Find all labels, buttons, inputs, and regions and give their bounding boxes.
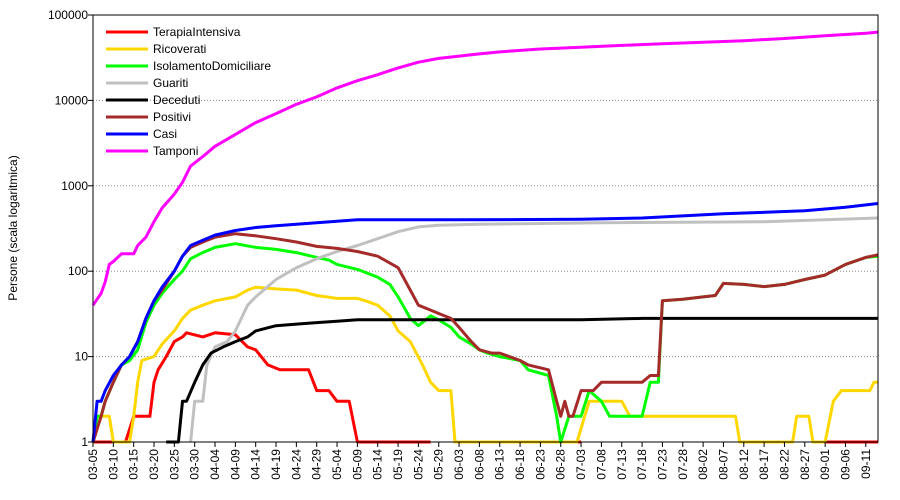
x-tick-label: 06-23: [533, 449, 547, 480]
y-tick-layer: 1 10 100 1000 10000 100000: [48, 8, 93, 449]
series-line-deceduti: [166, 316, 878, 444]
legend-label: Positivi: [153, 110, 191, 124]
x-tick-label: 07-23: [655, 449, 669, 480]
x-tick-label: 07-18: [635, 449, 649, 480]
x-tick-label: 04-14: [249, 449, 263, 480]
x-tick-label: 05-09: [350, 449, 364, 480]
x-tick-label: 05-29: [432, 449, 446, 480]
x-tick-label: 06-08: [472, 449, 486, 480]
x-tick-label: 06-18: [513, 449, 527, 480]
y-tick-label: 1: [81, 435, 88, 449]
x-tick-label: 06-13: [493, 449, 507, 480]
x-tick-label: 08-12: [737, 449, 751, 480]
x-tick-label: 09-11: [859, 449, 873, 479]
legend-label: Ricoverati: [153, 42, 206, 56]
x-tick-label: 06-03: [452, 449, 466, 480]
x-tick-label: 04-09: [228, 449, 242, 480]
series-line-casi: [91, 202, 879, 443]
x-tick-label: 07-03: [574, 449, 588, 480]
y-tick-label: 100000: [48, 8, 88, 22]
x-tick-label: 04-29: [310, 449, 324, 480]
y-tick-label: 10000: [55, 93, 89, 107]
series-line-guariti: [189, 216, 879, 443]
x-tick-label: 03-30: [188, 449, 202, 480]
x-tick-label: 03-10: [106, 449, 120, 480]
y-tick-label: 10: [75, 350, 89, 364]
x-tick-label: 04-24: [289, 449, 303, 480]
x-tick-label: 05-24: [411, 449, 425, 480]
legend-label: TerapiaIntensiva: [153, 25, 241, 39]
legend: TerapiaIntensiva Ricoverati IsolamentoDomi…: [106, 25, 271, 158]
series-line-terapiaintensiva: [93, 331, 431, 444]
x-tick-label: 07-13: [615, 449, 629, 480]
legend-label: IsolamentoDomiciliare: [153, 59, 271, 73]
x-tick-label: 04-19: [269, 449, 283, 480]
series-layer: [91, 30, 879, 444]
y-axis-label: Persone (scala logaritmica): [6, 155, 20, 300]
x-tick-label: 07-08: [594, 449, 608, 480]
x-tick-label: 08-07: [716, 449, 730, 480]
plot-frame: [92, 14, 879, 443]
x-tick-label: 08-27: [798, 449, 812, 480]
series-line-ricoverati: [91, 285, 878, 444]
x-tick-label: 03-25: [167, 449, 181, 480]
x-tick-label: 09-01: [818, 449, 832, 480]
x-tick-label: 07-28: [676, 449, 690, 480]
x-tick-label: 03-20: [147, 449, 161, 480]
x-tick-label: 03-05: [86, 449, 100, 480]
x-tick-label: 08-22: [777, 449, 791, 480]
x-tick-label: 05-14: [371, 449, 385, 480]
x-tick-label: 08-17: [757, 449, 771, 480]
y-tick-label: 1000: [61, 179, 88, 193]
x-tick-label: 05-04: [330, 449, 344, 480]
x-tick-label: 03-15: [127, 449, 141, 480]
legend-label: Casi: [153, 127, 177, 141]
x-tick-layer: 03-05 03-10 03-15 03-20 03-25 03-30 04-04 04-09…: [86, 442, 873, 480]
grid-layer: [93, 99, 878, 358]
x-tick-label: 05-19: [391, 449, 405, 480]
legend-label: Deceduti: [153, 93, 200, 107]
legend-label: Guariti: [153, 76, 188, 90]
x-tick-label: 09-06: [838, 449, 852, 480]
x-tick-label: 08-02: [696, 449, 710, 480]
series-line-tamponi: [91, 30, 879, 307]
x-tick-label: 04-04: [208, 449, 222, 480]
y-tick-label: 100: [68, 264, 88, 278]
x-tick-label: 06-28: [554, 449, 568, 480]
legend-label: Tamponi: [153, 144, 198, 158]
